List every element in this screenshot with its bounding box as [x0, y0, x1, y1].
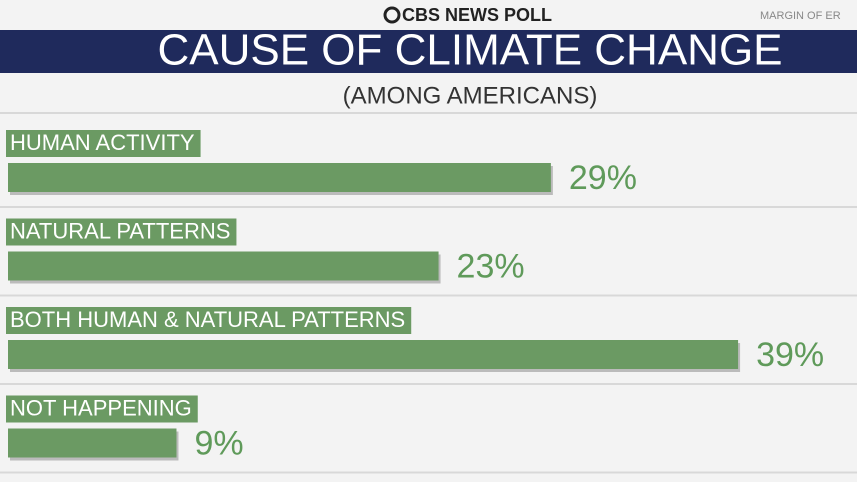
- bar: [8, 251, 439, 281]
- value-label: 39%: [756, 336, 824, 374]
- category-label-box: [6, 395, 198, 423]
- margin-note: MARGIN OF ER: [760, 10, 841, 22]
- category-label-box: [6, 130, 201, 157]
- header: CBS NEWS POLL: [402, 5, 552, 25]
- chart-subtitle: (AMONG AMERICANS): [343, 82, 598, 109]
- cbs-eye-logo: [383, 6, 401, 24]
- value-label: 23%: [457, 247, 525, 285]
- category-label: NOT HAPPENING: [10, 395, 192, 420]
- value-label: 9%: [194, 424, 243, 462]
- bar: [8, 163, 551, 192]
- bar: [8, 428, 177, 458]
- category-label: BOTH HUMAN & NATURAL PATTERNS: [10, 307, 405, 332]
- category-label-box: [6, 218, 237, 246]
- title-band: [0, 30, 857, 73]
- chart-title: CAUSE OF CLIMATE CHANGE: [157, 26, 782, 75]
- category-label-box: [6, 307, 412, 334]
- value-label: 29%: [569, 159, 637, 197]
- category-label: HUMAN ACTIVITY: [10, 130, 195, 155]
- bar: [8, 340, 739, 369]
- category-label: NATURAL PATTERNS: [10, 218, 230, 243]
